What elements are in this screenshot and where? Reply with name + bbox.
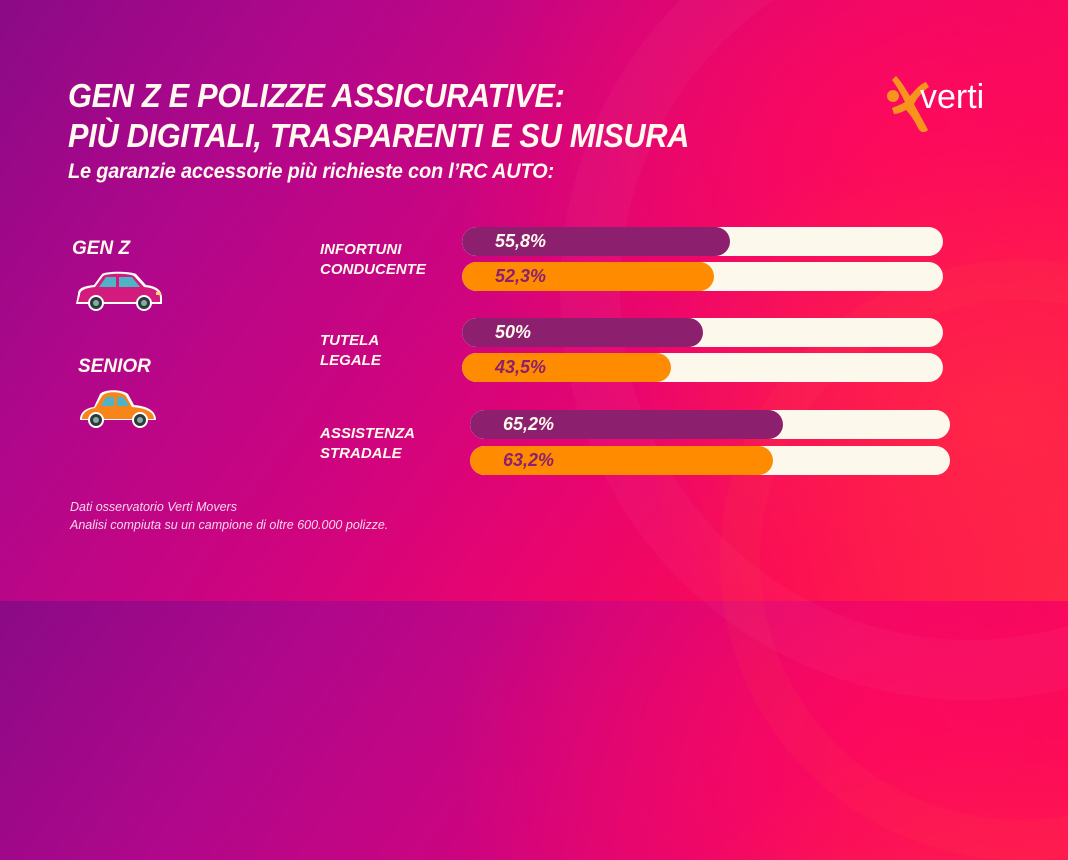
bar-value-label: 65,2%	[503, 414, 555, 434]
bar-genz: 50%	[462, 318, 703, 347]
bar-track: 63,2%	[470, 446, 950, 475]
category-label-line: TUTELA	[320, 332, 380, 349]
title-line-2: PIÙ DIGITALI, TRASPARENTI E SU MISURA	[68, 117, 690, 154]
bar-track: 55,8%	[462, 227, 943, 256]
vintage-car-icon	[80, 390, 156, 428]
bar-track: 52,3%	[462, 262, 943, 291]
bar-senior: 52,3%	[462, 262, 714, 291]
background-swirl	[720, 260, 1068, 860]
page-title: GEN Z E POLIZZE ASSICURATIVE: PIÙ DIGITA…	[68, 76, 689, 156]
verti-logo: verti	[882, 68, 1022, 140]
footnote: Dati osservatorio Verti Movers Analisi c…	[70, 498, 388, 534]
bar-value-label: 52,3%	[495, 266, 547, 286]
bar-senior: 43,5%	[462, 353, 672, 382]
footnote-sample: Analisi compiuta su un campione di oltre…	[70, 518, 389, 532]
bar-value-label: 50%	[495, 322, 532, 342]
category-label: ASSISTENZA STRADALE	[320, 424, 415, 464]
category-label-line: ASSISTENZA	[320, 425, 416, 442]
category-label: TUTELA LEGALE	[320, 331, 381, 371]
category-label-line: CONDUCENTE	[320, 261, 426, 278]
bar-track: 43,5%	[462, 353, 943, 382]
bar-track: 65,2%	[470, 410, 950, 439]
bar-genz: 55,8%	[462, 227, 731, 256]
verti-figure-icon	[887, 76, 929, 133]
footnote-source: Dati osservatorio Verti Movers	[70, 500, 237, 514]
bar-senior: 63,2%	[470, 446, 774, 475]
bar-genz: 65,2%	[470, 410, 783, 439]
legend-label-genz: GEN Z	[72, 238, 131, 259]
chart-subtitle: Le garanzie accessorie più richieste con…	[68, 160, 554, 183]
logo-text: verti	[920, 78, 985, 116]
bar-value-label: 63,2%	[503, 450, 555, 470]
legend-label-senior: SENIOR	[78, 356, 151, 377]
category-label: INFORTUNI CONDUCENTE	[320, 240, 426, 280]
bar-track: 50%	[462, 318, 943, 347]
category-label-line: INFORTUNI	[320, 241, 402, 258]
bar-value-label: 55,8%	[495, 231, 547, 251]
category-label-line: STRADALE	[320, 445, 402, 462]
category-label-line: LEGALE	[320, 352, 381, 369]
title-line-1: GEN Z E POLIZZE ASSICURATIVE:	[68, 77, 565, 114]
modern-car-icon	[76, 271, 162, 311]
bar-value-label: 43,5%	[495, 357, 547, 377]
